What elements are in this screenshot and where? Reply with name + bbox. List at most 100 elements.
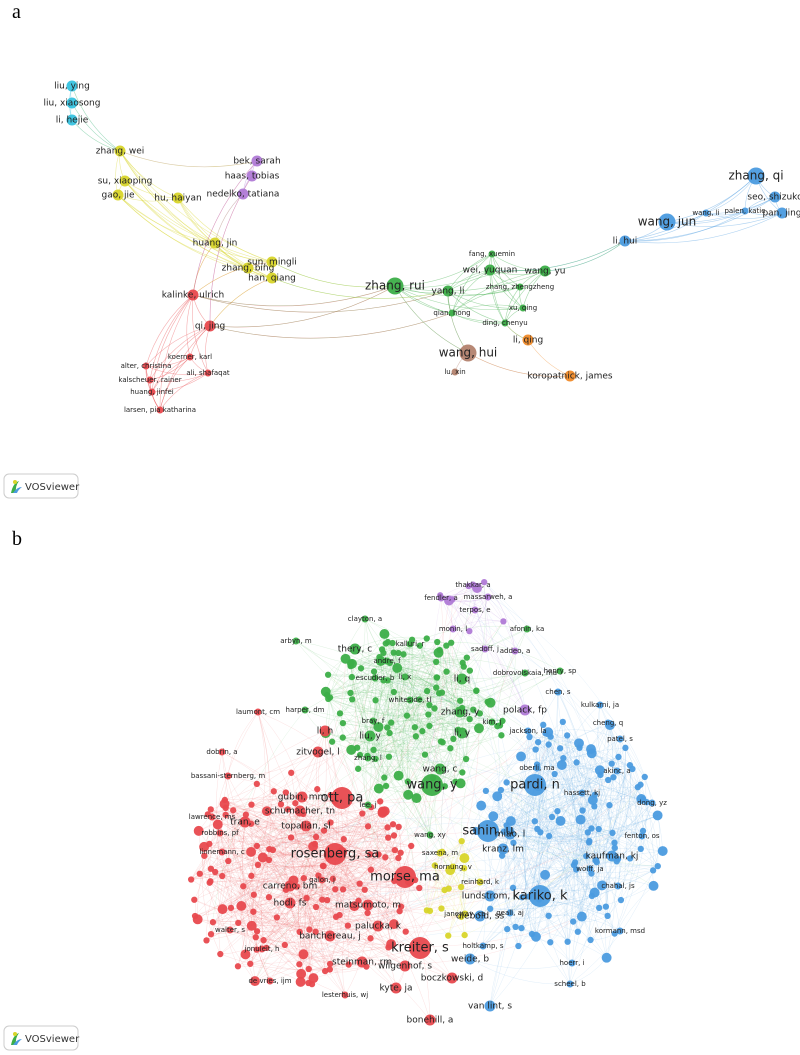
node: [492, 791, 503, 802]
edge: [241, 905, 326, 972]
edge: [392, 643, 420, 700]
edge: [276, 913, 466, 930]
node: [556, 760, 567, 770]
edge: [325, 721, 493, 741]
edge: [222, 854, 379, 910]
node: [240, 949, 251, 960]
node-label: linnemann, c: [199, 848, 245, 856]
edge: [334, 853, 453, 979]
edge: [298, 846, 314, 932]
edge: [515, 776, 645, 927]
edge: [245, 796, 303, 955]
edge: [518, 738, 621, 947]
edge: [284, 876, 406, 946]
edge: [389, 677, 438, 734]
node: [383, 657, 391, 665]
edge: [451, 286, 521, 314]
edge: [386, 657, 467, 666]
edge: [330, 822, 445, 891]
node: [576, 911, 587, 922]
edge: [544, 722, 609, 875]
edge: [485, 790, 581, 820]
node: [281, 941, 288, 949]
node: [372, 755, 379, 763]
node: [540, 721, 547, 728]
node-label: sun, mingli: [247, 258, 297, 268]
node: [373, 783, 384, 794]
edge: [394, 285, 524, 310]
node: [296, 928, 303, 936]
edge: [242, 821, 271, 982]
edge: [290, 837, 307, 899]
edge: [360, 668, 454, 740]
node: [589, 887, 600, 898]
node: [66, 97, 78, 109]
node-label: kreiter, s: [391, 941, 449, 956]
node: [284, 880, 296, 892]
edge: [481, 805, 608, 916]
edge: [238, 922, 406, 967]
edge: [384, 731, 423, 778]
edge: [243, 865, 323, 887]
node-label: hornung, v: [434, 863, 472, 871]
node: [433, 674, 441, 681]
edge: [604, 765, 631, 916]
edge: [535, 848, 641, 937]
edge: [609, 725, 620, 833]
edge: [502, 848, 608, 917]
edge: [339, 713, 463, 773]
edge: [394, 253, 493, 287]
node-label: ott, pa: [321, 791, 364, 806]
edge: [306, 822, 331, 899]
edge: [212, 921, 453, 979]
node: [339, 886, 347, 893]
node: [587, 936, 594, 944]
edge: [209, 843, 300, 933]
edge: [328, 674, 461, 703]
edge: [224, 803, 372, 817]
edge: [303, 878, 310, 955]
node: [191, 912, 199, 920]
edge: [204, 855, 368, 914]
node: [345, 961, 352, 968]
edge: [614, 765, 632, 848]
edge: [372, 720, 578, 932]
edge: [575, 869, 600, 909]
edge: [577, 850, 663, 932]
node: [385, 834, 392, 841]
edge: [227, 775, 406, 967]
node: [265, 856, 273, 864]
node-label: koropatnick, james: [527, 372, 613, 382]
edge: [489, 758, 564, 897]
edge: [579, 792, 591, 870]
edge: [359, 652, 394, 756]
edge: [367, 690, 477, 756]
node: [399, 960, 411, 972]
edge: [243, 886, 300, 933]
node-label: qian, hong: [433, 309, 470, 317]
node: [218, 748, 226, 756]
edge: [407, 726, 498, 782]
node-label: scheel, b: [554, 980, 586, 988]
node: [208, 813, 216, 821]
edge: [364, 618, 498, 727]
edge: [342, 732, 463, 745]
node-label: palucka, k: [355, 922, 402, 932]
edge: [339, 811, 385, 916]
edge: [472, 584, 645, 778]
node: [395, 854, 402, 862]
node: [301, 706, 309, 714]
node: [639, 827, 647, 835]
edge: [534, 770, 618, 822]
edge: [222, 848, 270, 877]
edge: [482, 815, 658, 947]
edge: [266, 811, 289, 945]
edge: [544, 240, 626, 272]
node: [377, 807, 388, 818]
edge: [211, 851, 443, 935]
edge: [350, 665, 374, 722]
node: [548, 813, 556, 821]
node: [380, 677, 387, 684]
node: [609, 829, 616, 837]
edge: [117, 194, 249, 269]
